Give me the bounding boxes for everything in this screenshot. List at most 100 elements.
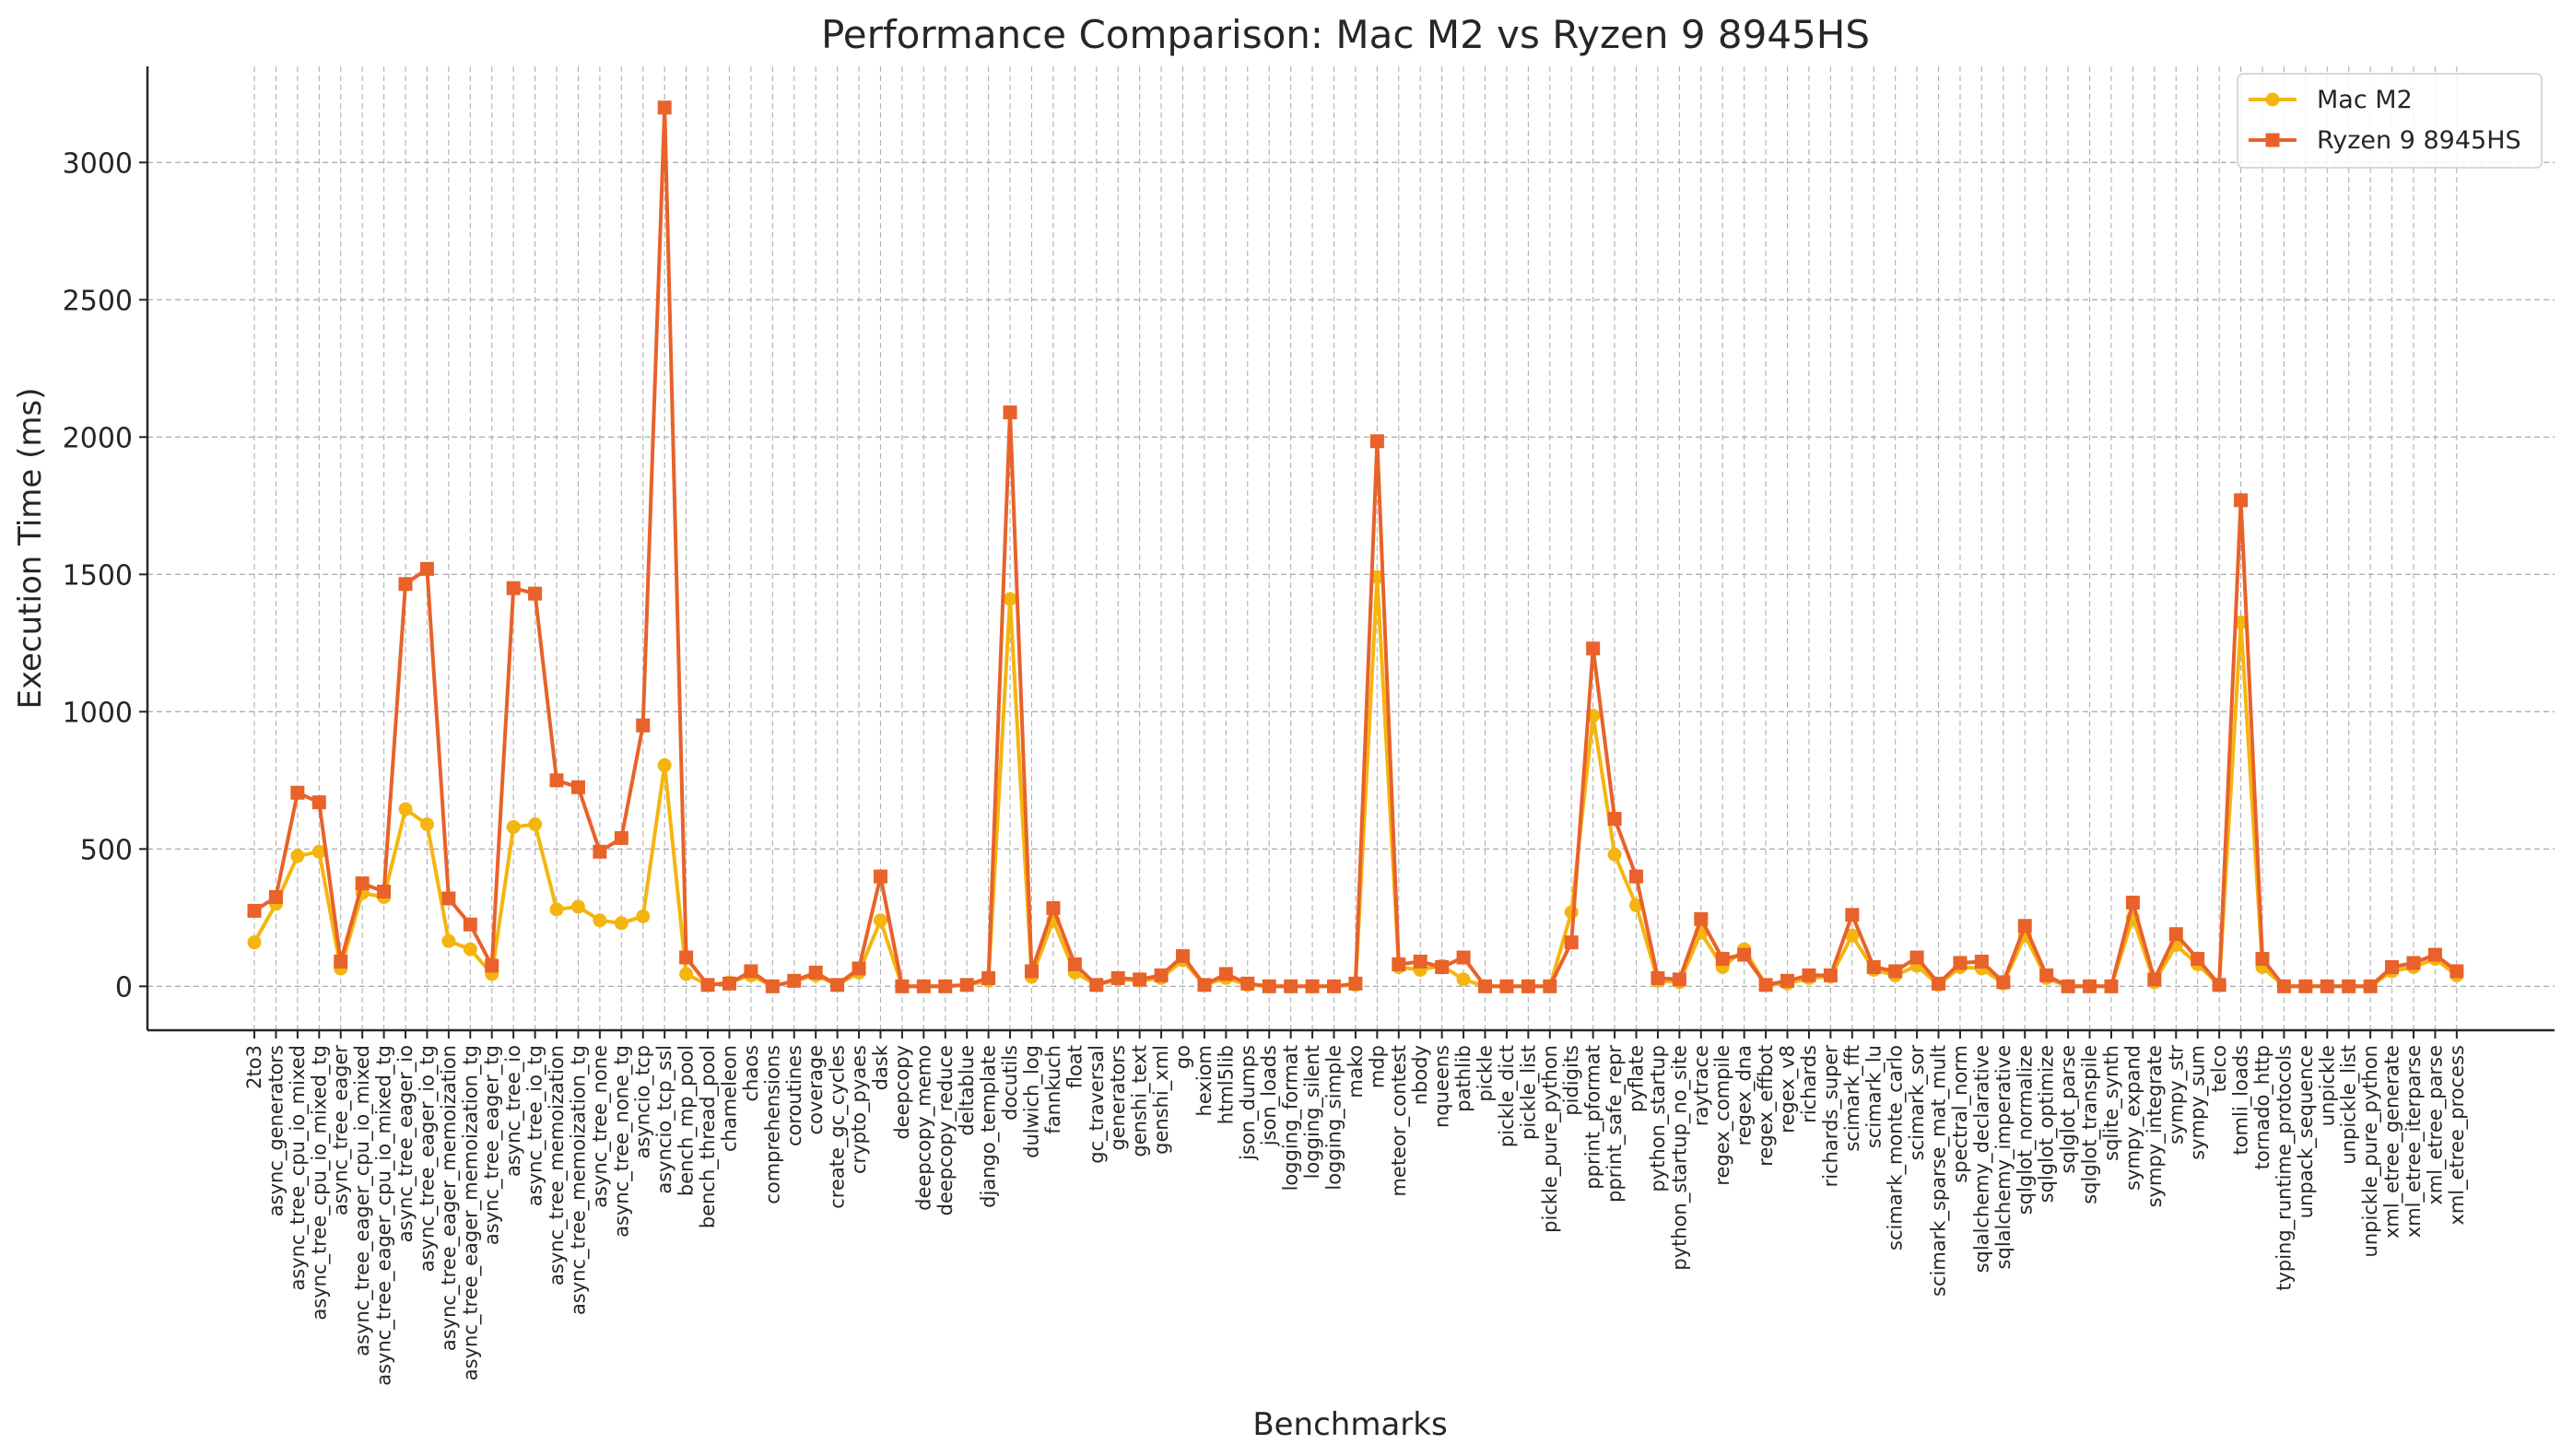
data-point-ryzen-9-8945hs (830, 978, 845, 992)
x-tick-label-async-tree-memoization: async_tree_memoization (546, 1045, 569, 1286)
data-point-ryzen-9-8945hs (938, 979, 953, 993)
data-point-ryzen-9-8945hs (506, 581, 521, 595)
data-point-ryzen-9-8945hs (2449, 964, 2464, 979)
data-point-ryzen-9-8945hs (1909, 950, 1924, 965)
x-tick-label-genshi-xml: genshi_xml (1150, 1045, 1173, 1155)
data-point-ryzen-9-8945hs (528, 586, 543, 601)
data-point-ryzen-9-8945hs (1348, 976, 1363, 991)
x-ticks: 2to3 async_generators async_tree_cpu_io_mi… (243, 1030, 2469, 1386)
data-point-ryzen-9-8945hs (657, 100, 672, 115)
data-point-ryzen-9-8945hs (2147, 972, 2162, 987)
x-tick-label-async-tree-eager-cpu-io-mixed-tg: async_tree_eager_cpu_io_mixed_tg (373, 1045, 396, 1386)
x-tick-label-dask: dask (869, 1044, 891, 1090)
x-tick-label-scimark-fft: scimark_fft (1841, 1045, 1864, 1152)
data-point-ryzen-9-8945hs (2363, 979, 2378, 993)
data-point-ryzen-9-8945hs (2083, 979, 2097, 993)
data-point-ryzen-9-8945hs (1823, 968, 1838, 982)
data-point-mac-m2 (614, 916, 629, 931)
x-tick-label-chaos: chaos (740, 1045, 762, 1102)
axes (146, 66, 2555, 1032)
x-tick-label-coverage: coverage (805, 1045, 827, 1135)
x-tick-label-create-gc-cycles: create_gc_cycles (827, 1045, 850, 1209)
x-tick-label-unpickle-list: unpickle_list (2338, 1045, 2361, 1165)
x-tick-label-genshi-text: genshi_text (1129, 1045, 1152, 1157)
x-tick-label-logging-format: logging_format (1280, 1045, 1303, 1191)
data-point-ryzen-9-8945hs (1413, 954, 1427, 969)
data-point-mac-m2 (1845, 928, 1860, 943)
x-tick-label-xml-etree-iterparse: xml_etree_iterparse (2402, 1045, 2426, 1238)
data-point-ryzen-9-8945hs (1586, 641, 1601, 656)
data-point-ryzen-9-8945hs (614, 830, 629, 845)
data-point-ryzen-9-8945hs (1607, 812, 1622, 827)
data-point-ryzen-9-8945hs (2061, 979, 2075, 993)
x-tick-label-regex-effbot: regex_effbot (1755, 1045, 1778, 1167)
data-point-ryzen-9-8945hs (959, 978, 974, 992)
x-tick-label-scimark-monte-carlo: scimark_monte_carlo (1885, 1045, 1908, 1251)
data-point-ryzen-9-8945hs (1802, 968, 1816, 982)
data-point-ryzen-9-8945hs (1996, 975, 2011, 990)
data-point-mac-m2 (873, 913, 887, 928)
x-tick-label-asyncio-tcp-ssl: asyncio_tcp_ssl (653, 1045, 676, 1194)
data-point-ryzen-9-8945hs (1845, 908, 1860, 922)
data-point-ryzen-9-8945hs (1888, 964, 1903, 979)
data-point-ryzen-9-8945hs (1435, 959, 1450, 974)
data-point-ryzen-9-8945hs (636, 718, 651, 733)
x-tick-label-pickle-dict: pickle_dict (1496, 1045, 1519, 1147)
data-point-ryzen-9-8945hs (1262, 979, 1276, 993)
data-point-ryzen-9-8945hs (2255, 952, 2270, 967)
x-tick-label-scimark-sor: scimark_sor (1906, 1045, 1929, 1161)
data-point-ryzen-9-8945hs (916, 979, 931, 993)
data-point-ryzen-9-8945hs (485, 958, 499, 973)
data-point-mac-m2 (570, 899, 585, 914)
data-point-mac-m2 (528, 816, 543, 831)
x-tick-label-async-tree-eager-memoization: async_tree_eager_memoization (438, 1045, 461, 1351)
x-axis-label: Benchmarks (1252, 1406, 1447, 1443)
x-tick-label-spectral-norm: spectral_norm (1949, 1045, 1972, 1183)
x-tick-label-async-tree-eager: async_tree_eager (330, 1045, 353, 1215)
data-point-ryzen-9-8945hs (1392, 957, 1406, 971)
data-point-ryzen-9-8945hs (679, 950, 694, 965)
data-point-ryzen-9-8945hs (1284, 979, 1298, 993)
data-point-ryzen-9-8945hs (463, 917, 477, 932)
x-tick-label-python-startup-no-site: python_startup_no_site (1668, 1045, 1691, 1271)
x-tick-label-go: go (1171, 1045, 1193, 1069)
legend-marker-mac-m2 (2265, 92, 2280, 107)
x-tick-label-regex-compile: regex_compile (1711, 1045, 1734, 1186)
data-point-ryzen-9-8945hs (895, 979, 910, 993)
data-point-mac-m2 (419, 816, 434, 831)
x-tick-label-pyflate: pyflate (1626, 1045, 1648, 1112)
x-tick-label-regex-dna: regex_dna (1733, 1045, 1756, 1145)
x-tick-label-pprint-pformat: pprint_pformat (1582, 1045, 1605, 1190)
data-point-mac-m2 (1003, 592, 1017, 606)
x-tick-label-scimark-lu: scimark_lu (1862, 1045, 1886, 1148)
y-tick-label: 3000 (63, 147, 133, 180)
y-tick-label: 2500 (63, 285, 133, 317)
data-point-ryzen-9-8945hs (2125, 895, 2140, 910)
data-point-ryzen-9-8945hs (2427, 947, 2442, 962)
x-tick-label-async-tree-eager-io-tg: async_tree_eager_io_tg (416, 1045, 439, 1272)
data-point-ryzen-9-8945hs (2320, 979, 2334, 993)
x-tick-label-async-tree-io-tg: async_tree_io_tg (524, 1045, 547, 1206)
data-point-ryzen-9-8945hs (2234, 493, 2249, 508)
data-point-ryzen-9-8945hs (355, 876, 370, 891)
x-tick-label-sympy-sum: sympy_sum (2187, 1045, 2210, 1160)
x-tick-label-float: float (1063, 1045, 1086, 1088)
data-point-ryzen-9-8945hs (1478, 979, 1493, 993)
x-tick-label-nqueens: nqueens (1431, 1045, 1453, 1128)
data-point-ryzen-9-8945hs (1154, 968, 1169, 982)
x-tick-label-raytrace: raytrace (1690, 1045, 1712, 1126)
data-point-ryzen-9-8945hs (1067, 957, 1082, 971)
x-tick-label-deepcopy: deepcopy (891, 1045, 913, 1140)
x-tick-label-richards-super: richards_super (1819, 1045, 1842, 1188)
x-tick-label-dulwich-log: dulwich_log (1020, 1045, 1043, 1158)
data-point-ryzen-9-8945hs (1715, 952, 1730, 967)
data-point-ryzen-9-8945hs (593, 844, 607, 859)
data-point-ryzen-9-8945hs (981, 970, 996, 985)
data-point-ryzen-9-8945hs (722, 976, 736, 991)
x-tick-label-python-startup: python_startup (1647, 1045, 1670, 1192)
y-ticks: 0 500 1000 1500 2000 2500 3000 (63, 147, 147, 1004)
x-tick-label-logging-silent: logging_silent (1301, 1045, 1324, 1179)
data-point-mac-m2 (1456, 972, 1471, 987)
data-point-ryzen-9-8945hs (311, 795, 326, 810)
